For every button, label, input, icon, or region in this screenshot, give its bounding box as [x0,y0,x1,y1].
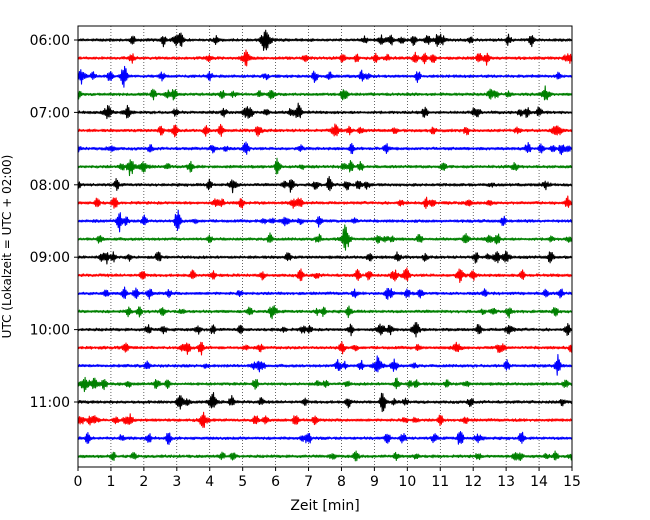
trace-18 [77,354,573,376]
trace-16 [77,322,573,338]
trace-20 [77,391,573,413]
y-tick-label: 09:00 [30,250,70,266]
trace-12 [77,250,573,265]
y-tick-label: 06:00 [30,33,70,49]
y-tick-label: 11:00 [30,395,70,411]
trace-1 [77,49,573,67]
x-tick-label: 14 [530,474,548,490]
x-tick-label: 5 [238,474,247,490]
trace-8 [77,176,573,194]
x-tick-label: 9 [370,474,379,490]
x-tick-label: 15 [563,474,581,490]
trace-22 [77,430,573,446]
trace-13 [77,267,573,284]
y-tick-label: 07:00 [30,105,70,121]
y-axis-ticks: 06:00 07:00 08:00 09:00 10:00 11:00 [30,33,78,411]
x-tick-label: 3 [172,474,181,490]
trace-4 [77,102,573,120]
x-tick-label: 13 [497,474,515,490]
x-tick-label: 8 [337,474,346,490]
x-axis-label: Zeit [min] [290,498,359,514]
plot-frame [77,25,573,468]
x-axis-ticks: 0 1 2 3 4 5 6 7 8 9 10 11 12 13 14 15 [74,467,581,490]
y-tick-label: 08:00 [30,178,70,194]
trace-5 [77,123,573,138]
trace-6 [77,141,573,156]
x-tick-label: 1 [106,474,115,490]
trace-7 [77,157,573,177]
trace-9 [77,195,573,210]
x-tick-label: 11 [431,474,449,490]
trace-23 [77,450,573,462]
trace-19 [77,376,573,393]
trace-11 [77,224,573,251]
trace-10 [77,209,573,233]
x-tick-label: 4 [205,474,214,490]
trace-2 [77,65,573,88]
trace-14 [77,286,573,300]
trace-lines [77,29,573,462]
y-tick-label: 10:00 [30,323,70,339]
trace-0 [77,29,573,51]
x-tick-label: 12 [464,474,482,490]
trace-17 [77,341,573,356]
x-tick-label: 2 [139,474,148,490]
x-tick-label: 10 [398,474,416,490]
x-tick-label: 6 [271,474,280,490]
trace-15 [77,305,573,320]
trace-21 [77,411,573,428]
x-tick-label: 7 [304,474,313,490]
y-axis-label: UTC (Lokalzeit = UTC + 02:00) [0,155,14,339]
trace-3 [77,85,573,101]
x-tick-label: 0 [74,474,83,490]
